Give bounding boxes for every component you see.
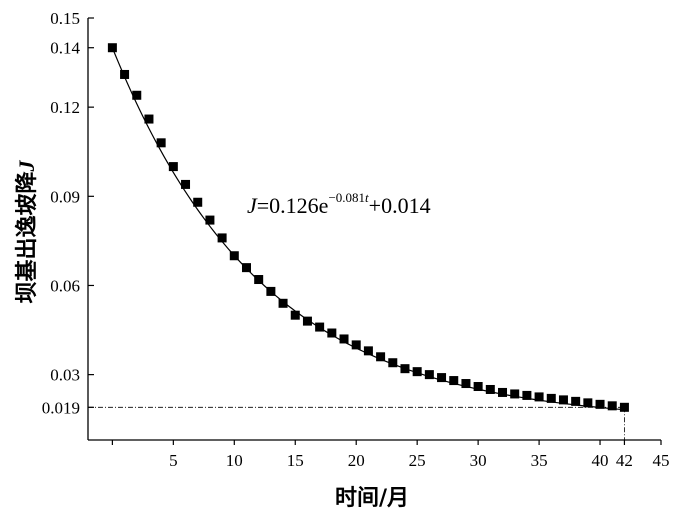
data-point <box>473 382 483 392</box>
data-point <box>290 310 300 320</box>
data-point <box>558 395 568 405</box>
y-tick-label: 0.09 <box>50 187 80 206</box>
equation-symbol: J <box>247 193 258 218</box>
data-point <box>595 399 605 409</box>
y-axis-title-symbol: J <box>14 159 39 172</box>
data-point <box>229 251 239 261</box>
data-point <box>205 215 215 225</box>
data-point <box>144 114 154 124</box>
data-point <box>339 334 349 344</box>
data-point <box>583 398 593 408</box>
data-point <box>522 390 532 400</box>
data-point <box>278 298 288 308</box>
y-tick-label: 0.019 <box>42 398 80 417</box>
data-point <box>607 401 617 411</box>
x-tick-label: 10 <box>226 451 243 470</box>
data-point <box>156 138 166 148</box>
data-point <box>302 316 312 326</box>
y-axis-title: 坝基出逸坡降J <box>14 159 40 303</box>
data-point <box>461 379 471 389</box>
data-point <box>571 396 581 406</box>
data-point <box>254 275 264 285</box>
y-tick-label: 0.06 <box>50 276 80 295</box>
data-point <box>107 43 117 53</box>
y-tick-label: 0.14 <box>50 39 80 58</box>
data-point <box>193 197 203 207</box>
data-point <box>388 358 398 368</box>
y-tick-label: 0.15 <box>50 9 80 28</box>
data-point <box>327 328 337 338</box>
data-point <box>534 392 544 402</box>
data-point <box>437 373 447 383</box>
data-points <box>107 43 629 412</box>
data-point <box>363 346 373 356</box>
data-point <box>449 376 459 386</box>
data-point <box>241 263 251 273</box>
data-point <box>485 384 495 394</box>
x-axis-title: 时间/月 <box>335 486 409 511</box>
y-axis-title-text: 坝基出逸坡降 <box>14 171 40 304</box>
data-point <box>412 367 422 377</box>
data-point <box>315 322 325 332</box>
data-point <box>546 393 556 403</box>
data-point <box>168 162 178 172</box>
data-point <box>266 286 276 296</box>
data-point <box>424 370 434 380</box>
axes <box>87 17 662 445</box>
data-point <box>351 340 361 350</box>
equation-tail: +0.014 <box>369 193 431 218</box>
data-point <box>619 402 629 412</box>
fit-equation: J=0.126e−0.081t+0.014 <box>247 190 431 218</box>
fit-curve <box>111 47 625 411</box>
x-tick-label: 40 <box>592 451 609 470</box>
y-tick-label: 0.03 <box>50 366 80 385</box>
equation-exponent-var: t <box>365 190 369 205</box>
data-point <box>376 352 386 362</box>
x-tick-label: 15 <box>287 451 304 470</box>
data-point <box>181 179 191 189</box>
data-point <box>120 69 130 79</box>
equation-main: =0.126e <box>257 193 329 218</box>
x-tick-label: 30 <box>470 451 487 470</box>
x-tick-label: 25 <box>409 451 426 470</box>
data-point <box>510 389 520 399</box>
equation-exponent: −0.081 <box>328 190 365 205</box>
data-point <box>217 233 227 243</box>
reference-line-group <box>88 406 625 440</box>
y-tick-label: 0.12 <box>50 98 80 117</box>
x-tick-label: 45 <box>653 451 670 470</box>
x-tick-label: 5 <box>169 451 178 470</box>
data-point <box>132 90 142 100</box>
tick-labels: 0.019 0.03 0.06 0.09 0.12 0.14 0.15 5 10 15 20 25 30… <box>42 9 670 470</box>
x-tick-label: 35 <box>531 451 548 470</box>
x-tick-label: 20 <box>348 451 365 470</box>
data-point <box>498 387 508 397</box>
data-point <box>400 364 410 374</box>
fit-curve-group <box>111 47 625 411</box>
x-tick-label: 42 <box>616 451 633 470</box>
